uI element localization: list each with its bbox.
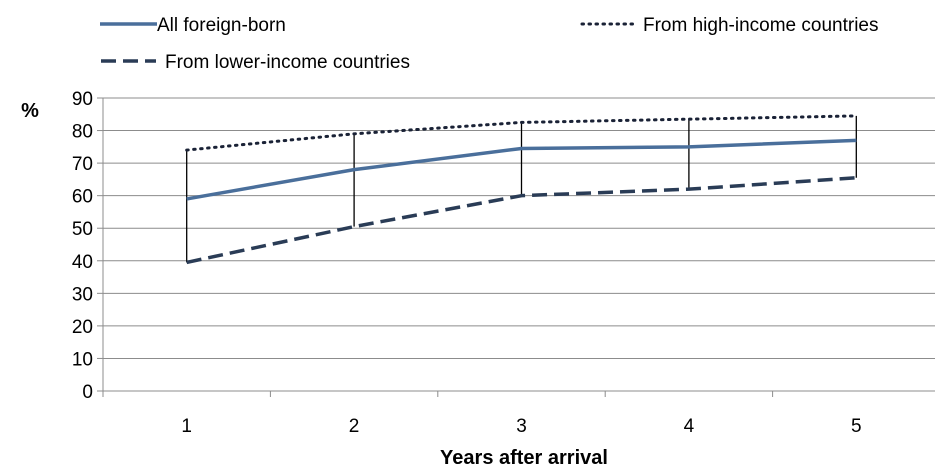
legend-label-high-income: From high-income countries (643, 15, 878, 36)
x-tick-label: 3 (516, 416, 527, 437)
axes (97, 97, 935, 397)
gridlines (103, 97, 935, 359)
y-tick-label: 70 (72, 154, 93, 175)
y-tick-label: 90 (72, 89, 93, 110)
legend-label-all-foreign-born: All foreign-born (157, 15, 286, 36)
y-tick-label: 80 (72, 122, 93, 143)
x-axis-title: Years after arrival (440, 447, 608, 469)
x-tick-labels: 1 2 3 4 5 (181, 416, 861, 437)
y-tick-label: 20 (72, 317, 93, 338)
y-tick-label: 50 (72, 219, 93, 240)
legend-item-all-foreign-born: All foreign-born (100, 15, 286, 36)
y-tick-label: 0 (82, 382, 93, 403)
y-tick-label: 10 (72, 349, 93, 370)
x-tick-label: 5 (851, 416, 862, 437)
x-tick-label: 4 (684, 416, 695, 437)
legend-label-lower-income: From lower-income countries (165, 52, 410, 73)
legend-item-lower-income: From lower-income countries (101, 52, 410, 73)
y-tick-label: 30 (72, 284, 93, 305)
y-axis-title: % (21, 100, 39, 122)
y-tick-label: 60 (72, 187, 93, 208)
series-lines (185, 114, 858, 265)
legend-item-high-income: From high-income countries (580, 15, 878, 36)
legend: All foreign-born From high-income countr… (100, 15, 878, 73)
high-low-lines (186, 115, 857, 263)
x-tick-label: 1 (181, 416, 192, 437)
y-tick-label: 40 (72, 252, 93, 273)
x-tick-label: 2 (349, 416, 360, 437)
y-tick-labels: 0 10 20 30 40 50 60 70 80 90 (72, 89, 93, 403)
